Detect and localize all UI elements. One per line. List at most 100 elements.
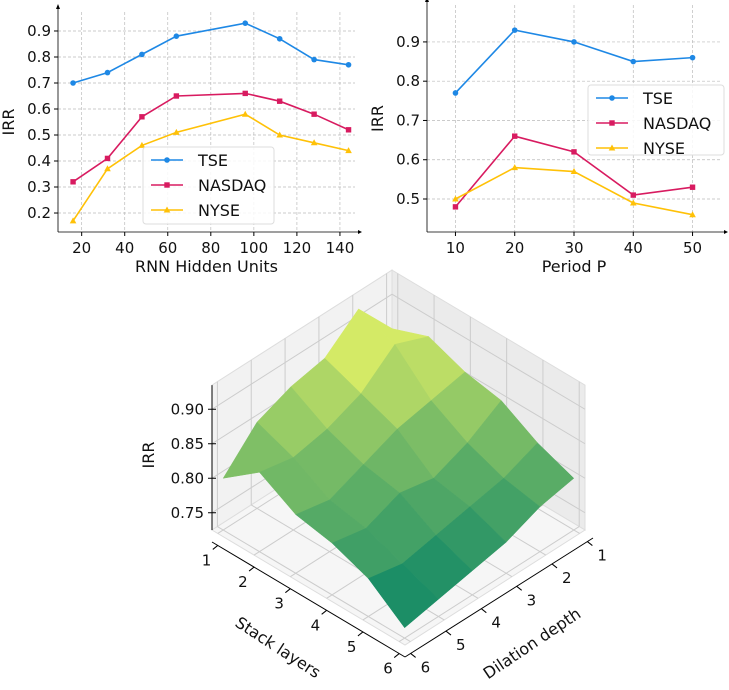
stack-axis-line: [211, 541, 406, 658]
x-tick-label: 10: [446, 239, 465, 257]
circle-marker: [345, 61, 352, 68]
x-tick-label: 140: [326, 239, 355, 257]
stack-tick-label: 4: [311, 616, 321, 634]
legend: TSE NASDAQ NYSE: [142, 146, 275, 225]
x-tick-label: 20: [505, 239, 524, 257]
square-marker: [139, 114, 145, 120]
y-tick-label: 0.9: [396, 33, 420, 51]
circle-marker: [452, 90, 459, 96]
dilation-tick-mark: [551, 563, 558, 569]
dilation-axis-line: [404, 537, 594, 658]
x-tick-label: 40: [624, 239, 643, 257]
x-axis-label: RNN Hidden Units: [135, 257, 278, 276]
legend-label: NYSE: [643, 139, 685, 158]
x-tick-label: 40: [115, 239, 134, 257]
surface-face: [367, 563, 439, 629]
axis-lines: [57, 9, 358, 233]
x-tick-label: 120: [283, 239, 312, 257]
triangle-marker: [104, 165, 111, 172]
legend-label: NYSE: [198, 201, 240, 220]
stack-tick-mark: [212, 545, 219, 550]
chart-period-p: 10 20 30 40 50 0.5 0.6 0.7 0.8 0.9 Period P IRR TSE N…: [368, 0, 728, 276]
circle-marker: [630, 58, 637, 65]
stack-tick-mark: [393, 653, 400, 658]
dilation-tick-label: 5: [456, 636, 466, 654]
triangle-marker: [310, 139, 318, 146]
square-marker: [70, 179, 76, 185]
circle-marker: [511, 27, 518, 33]
x-tick-label: 60: [158, 239, 177, 257]
square-marker: [512, 133, 518, 139]
circle-marker: [164, 157, 170, 163]
legend: TSE NASDAQ NYSE: [587, 84, 725, 158]
y-tick-label: 0.7: [396, 111, 420, 129]
triangle-marker: [163, 206, 171, 213]
square-marker: [104, 155, 111, 162]
y-tick-label: 0.5: [396, 190, 420, 208]
circle-marker: [689, 54, 696, 61]
stack-tick-mark: [357, 631, 364, 637]
y-tick-label: 0.9: [27, 22, 51, 40]
axis-lines: [426, 2, 724, 233]
z-tick-label: 0.90: [171, 400, 204, 418]
x-tick-label: 20: [72, 239, 91, 257]
circle-marker: [571, 39, 577, 45]
series-tse: [70, 20, 352, 86]
square-marker: [689, 184, 696, 190]
square-marker: [173, 93, 180, 99]
dilation-tick-label: 6: [421, 658, 431, 676]
series-nyse: [69, 110, 352, 224]
x-tick-label: 80: [201, 239, 220, 257]
triangle-marker: [276, 131, 283, 138]
y-tick-label: 0.8: [27, 48, 51, 66]
z-tick-label: 0.85: [171, 435, 204, 453]
triangle-marker: [345, 147, 352, 154]
square-marker: [276, 98, 283, 104]
floor-gridline: [398, 526, 580, 642]
x-tick-label: 100: [240, 239, 269, 257]
stack-tick-label: 6: [383, 660, 393, 678]
dilation-tick-label: 3: [527, 591, 537, 609]
z-tick-label: 0.75: [171, 504, 204, 522]
y-axis-label: IRR: [368, 105, 387, 132]
square-marker: [630, 192, 636, 198]
square-marker: [345, 127, 352, 133]
triangle-marker: [173, 128, 180, 135]
y-tick-label: 0.4: [27, 152, 51, 170]
legend-label: NASDAQ: [643, 114, 711, 133]
dilation-tick-mark: [516, 585, 522, 591]
series-nasdaq: [452, 133, 696, 210]
square-marker: [311, 111, 317, 117]
square-marker: [452, 204, 459, 210]
legend-label: TSE: [197, 151, 228, 170]
y-tick-label: 0.6: [396, 151, 420, 169]
dilation-tick-label: 1: [597, 547, 607, 565]
y-tick-label: 0.6: [27, 100, 51, 118]
chart-rnn-hidden-units: 20 40 60 80 100 120 140 0.2 0.3 0.4 0.5 0.6 0.7 0.8 0.…: [0, 4, 362, 276]
dilation-tick-mark: [410, 653, 416, 658]
stack-tick-label: 1: [202, 551, 212, 569]
z-tick-label: 0.80: [171, 469, 204, 487]
triangle-marker: [689, 211, 696, 218]
x-tick-label: 30: [564, 239, 583, 257]
triangle-marker: [69, 217, 77, 224]
series-nasdaq: [70, 90, 352, 185]
circle-marker: [242, 20, 249, 26]
stack-tick-mark: [285, 588, 291, 594]
circle-marker: [311, 56, 317, 63]
triangle-marker: [608, 144, 616, 151]
z-axis-label: IRR: [139, 442, 158, 469]
y-axis-label: IRR: [0, 109, 18, 136]
dilation-tick-mark: [587, 541, 593, 546]
stack-tick-label: 5: [347, 638, 357, 656]
y-tick-label: 0.5: [27, 126, 51, 144]
square-marker: [242, 90, 248, 97]
triangle-marker: [629, 199, 637, 206]
circle-marker: [276, 35, 283, 42]
series-nyse: [452, 164, 696, 218]
legend-label: TSE: [642, 89, 673, 108]
square-marker: [571, 149, 577, 155]
x-axis-label: Period P: [542, 257, 607, 276]
triangle-marker: [138, 141, 146, 148]
